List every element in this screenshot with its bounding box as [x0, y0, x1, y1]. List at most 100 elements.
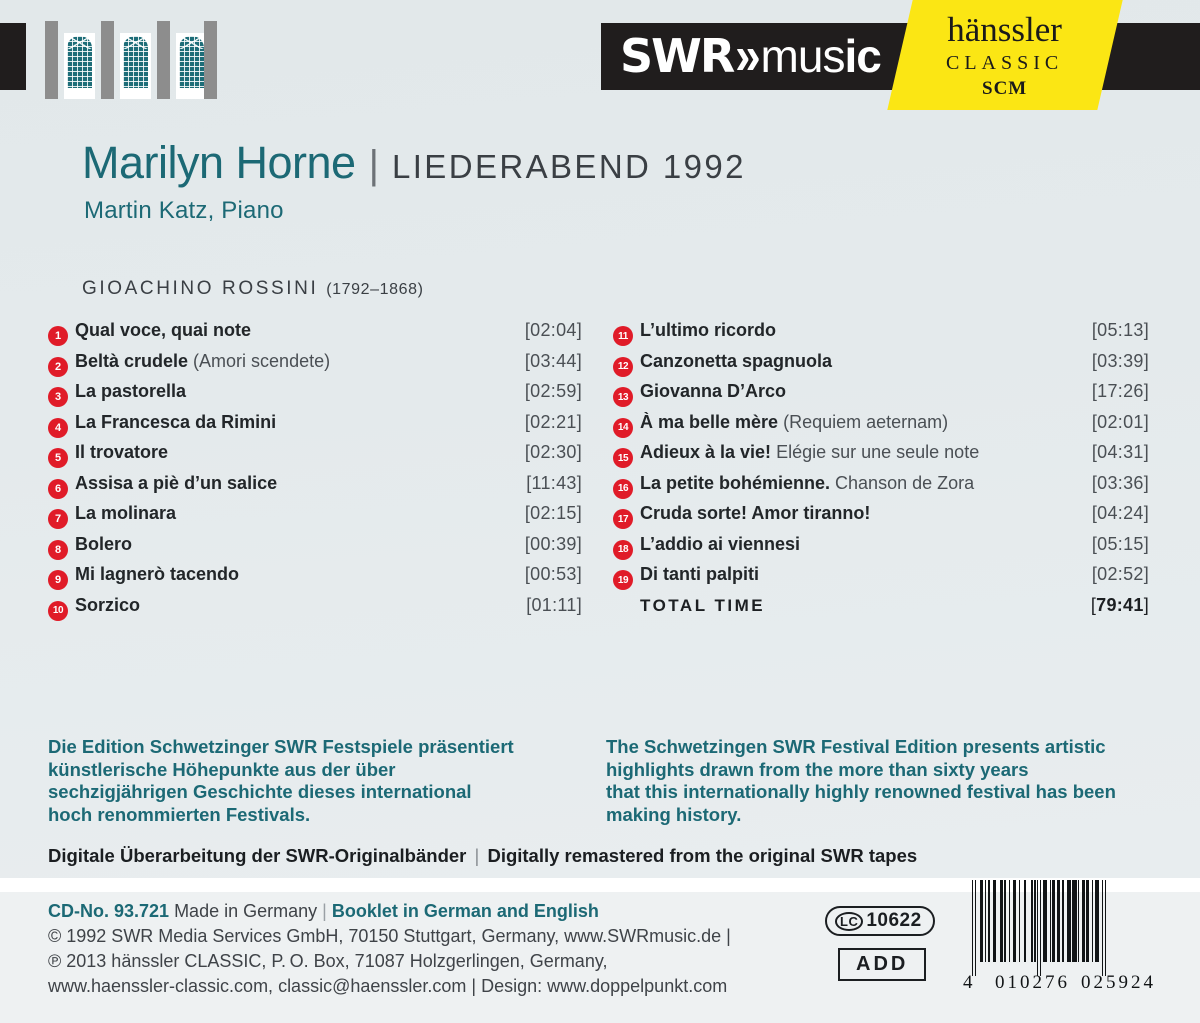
- track-row[interactable]: 3 La pastorella [02:59]: [48, 381, 582, 412]
- pillar-icon: [101, 21, 114, 99]
- track-row[interactable]: 9 Mi lagnerò tacendo [00:53]: [48, 564, 582, 595]
- track-duration: [02:30]: [524, 442, 582, 462]
- track-row[interactable]: 10 Sorzico [01:11]: [48, 595, 582, 626]
- barcode-digit: 2: [1032, 972, 1045, 993]
- track-title: La molinara: [75, 503, 525, 524]
- track-subtitle: (Requiem aeternam): [778, 411, 949, 432]
- track-row[interactable]: 7 La molinara [02:15]: [48, 503, 582, 534]
- total-time-row: TOTAL TIME [79:41]: [613, 595, 1149, 626]
- track-duration: [00:39]: [524, 533, 582, 554]
- track-row[interactable]: 6 Assisa a piè d’un salice [11:43]: [48, 473, 582, 504]
- track-row[interactable]: 14 À ma belle mère (Requiem aeternam) [02:…: [613, 412, 1149, 443]
- track-duration: [02:04]: [524, 320, 582, 340]
- haenssler-classic-logo: hänssler CLASSIC SCM: [887, 0, 1123, 110]
- track-row[interactable]: 5 Il trovatore [02:30]: [48, 442, 582, 473]
- barcode-digit: 1: [1007, 972, 1020, 993]
- track-subtitle: Elégie sur une seule note: [771, 442, 980, 462]
- track-number-badge: 2: [48, 356, 68, 377]
- track-title: Di tanti palpiti: [640, 564, 1092, 585]
- blurb-line: that this internationally highly renowne…: [606, 781, 1116, 802]
- track-number-badge: 5: [48, 448, 68, 469]
- haenssler-classic: CLASSIC: [946, 52, 1064, 74]
- track-number-badge: 7: [48, 509, 68, 530]
- barcode-bar: [1031, 880, 1033, 962]
- arched-window-icon: [176, 33, 207, 99]
- track-title: Canzonetta spagnuola: [640, 351, 1092, 372]
- pianist-credit: Martin Katz, Piano: [84, 197, 284, 224]
- barcode-bar: [1094, 880, 1100, 962]
- festival-blurb-english: The Schwetzingen SWR Festival Edition pr…: [606, 736, 1166, 826]
- remaster-divider: |: [474, 845, 480, 866]
- tracklist-right-column: 11 L’ultimo ricordo [05:13] 12 Canzonetta sp…: [613, 320, 1149, 625]
- track-duration: [00:53]: [524, 564, 582, 584]
- track-number-badge: 8: [48, 539, 68, 560]
- track-duration: [02:01]: [1091, 411, 1149, 432]
- track-title-main: Di tanti palpiti: [640, 564, 759, 584]
- barcode-bar: [987, 880, 991, 962]
- track-title-main: La pastorella: [75, 381, 187, 401]
- track-row[interactable]: 8 Bolero [00:39]: [48, 534, 582, 565]
- track-title-main: La Francesca da Rimini: [75, 411, 277, 432]
- track-row[interactable]: 15 Adieux à la vie! Elégie sur une seule …: [613, 442, 1149, 473]
- track-row[interactable]: 11 L’ultimo ricordo [05:13]: [613, 320, 1149, 351]
- track-subtitle: (Amori scendete): [188, 350, 331, 371]
- track-duration: [04:31]: [1091, 442, 1149, 462]
- blurb-line: hoch renommierten Festivals.: [48, 803, 311, 825]
- barcode-bar: [1104, 880, 1107, 976]
- track-title: Beltà crudele (Amori scendete): [75, 351, 525, 372]
- barcode-bar: [1056, 880, 1060, 962]
- composer-years: (1792–1868): [326, 281, 424, 298]
- track-row[interactable]: 2 Beltà crudele (Amori scendete) [03:44]: [48, 351, 582, 382]
- music-bold: ic: [844, 30, 881, 82]
- track-title-main: La molinara: [75, 503, 177, 523]
- track-number-badge: 6: [48, 478, 68, 499]
- barcode-bar: [1036, 880, 1039, 976]
- program-title: LIEDERABEND 1992: [391, 148, 746, 185]
- white-separator-band: [0, 878, 1200, 892]
- track-title: La pastorella: [75, 381, 525, 402]
- track-duration: [04:24]: [1091, 503, 1149, 523]
- booklet-languages: Booklet in German and English: [331, 901, 599, 921]
- track-number-badge: 9: [48, 570, 68, 591]
- track-number-badge: 1: [48, 326, 68, 347]
- track-number-badge: 15: [613, 448, 633, 469]
- barcode-bar: [1024, 880, 1026, 962]
- legal-line-4: www.haenssler-classic.com, classic@haens…: [48, 976, 728, 996]
- track-row[interactable]: 16 La petite bohémienne. Chanson de Zora[…: [613, 473, 1149, 504]
- barcode-digit: 0: [1020, 972, 1033, 993]
- barcode-bar: [1066, 880, 1071, 962]
- track-number-badge: 13: [613, 387, 633, 408]
- barcode-bar: [1034, 880, 1036, 962]
- swr-music-logo: SWR » music: [620, 26, 882, 85]
- title-divider: |: [368, 143, 379, 187]
- page-title: Marilyn Horne | LIEDERABEND 1992: [82, 137, 746, 189]
- track-row[interactable]: 18 L’addio ai viennesi [05:15]: [613, 534, 1149, 565]
- track-title: La petite bohémienne. Chanson de Zora: [640, 473, 1092, 494]
- track-number-badge: 4: [48, 417, 68, 438]
- track-number-badge: 10: [48, 600, 68, 621]
- track-row[interactable]: 1 Qual voce, quai note [02:04]: [48, 320, 582, 351]
- track-title-main: L’addio ai viennesi: [640, 533, 801, 554]
- track-duration: [05:13]: [1091, 320, 1149, 340]
- track-row[interactable]: 12 Canzonetta spagnuola [03:39]: [613, 351, 1149, 382]
- ean-barcode: [972, 880, 1148, 976]
- barcode-bar: [1101, 880, 1104, 976]
- label-code-badge: LC 10622: [825, 906, 935, 936]
- blurb-line: making history.: [606, 803, 742, 825]
- blurb-line: highlights drawn from the more than sixt…: [606, 758, 1029, 780]
- remaster-english: Digitally remastered from the original S…: [487, 845, 918, 866]
- track-row[interactable]: 17 Cruda sorte! Amor tiranno! [04:24]: [613, 503, 1149, 534]
- barcode-bars: [972, 880, 1107, 976]
- barcode-bar: [1042, 880, 1047, 962]
- track-title: Giovanna D’Arco: [640, 381, 1092, 402]
- total-time-label: TOTAL TIME: [640, 595, 766, 615]
- track-title-main: Sorzico: [75, 594, 141, 615]
- barcode-bar: [1039, 880, 1042, 976]
- tracklist-left-column: 1 Qual voce, quai note [02:04] 2 Beltà crude…: [48, 320, 582, 625]
- track-row[interactable]: 4 La Francesca da Rimini [02:21]: [48, 412, 582, 443]
- track-row[interactable]: 19 Di tanti palpiti [02:52]: [613, 564, 1149, 595]
- track-duration: [02:15]: [524, 503, 582, 523]
- track-row[interactable]: 13 Giovanna D’Arco [17:26]: [613, 381, 1149, 412]
- barcode-bar: [1008, 880, 1011, 962]
